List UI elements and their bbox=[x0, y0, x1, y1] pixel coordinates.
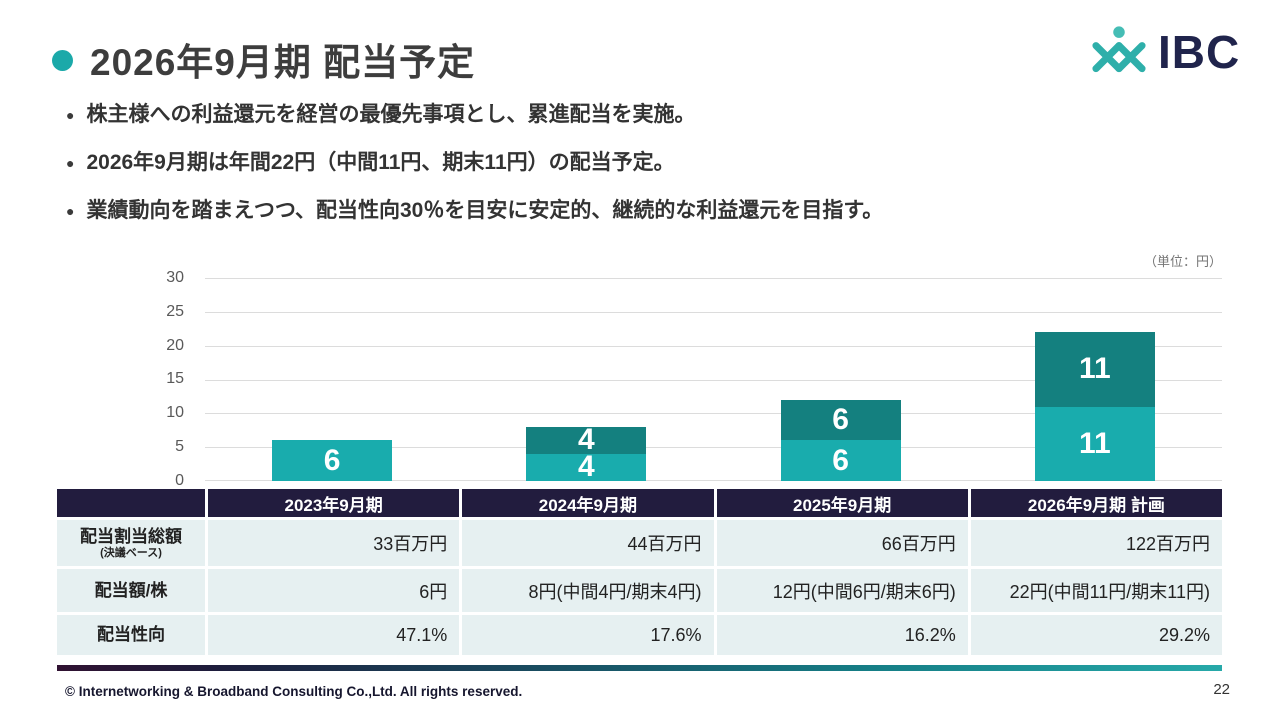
table-header-cell bbox=[57, 489, 205, 517]
gridline bbox=[205, 311, 1222, 313]
table-header-cell: 2026年9月期 計画 bbox=[970, 489, 1222, 517]
bar-value-label: 6 bbox=[832, 443, 849, 477]
table-row-label: 配当割当総額 (決議ベース) bbox=[57, 520, 205, 566]
bullet-icon: ● bbox=[66, 107, 75, 123]
table-cell: 12円(中間6円/期末6円) bbox=[716, 569, 968, 612]
table-cell: 44百万円 bbox=[462, 520, 714, 566]
table-cell: 122百万円 bbox=[970, 520, 1222, 566]
y-tick-label: 25 bbox=[166, 303, 184, 320]
chart-column-2026: 11 11 bbox=[968, 278, 1222, 481]
y-tick-label: 30 bbox=[166, 269, 184, 286]
gridline bbox=[205, 345, 1222, 347]
y-tick-label: 20 bbox=[166, 337, 184, 354]
bar-2024: 4 4 bbox=[526, 423, 647, 484]
bar-value-label: 11 bbox=[1079, 426, 1111, 460]
bar-segment-yearend: 11 bbox=[1034, 332, 1155, 407]
copyright-text: © Internetworking & Broadband Consulting… bbox=[65, 684, 523, 699]
gridline bbox=[205, 278, 1222, 279]
gridline bbox=[205, 480, 1222, 481]
chart-column-2023: 6 0 bbox=[205, 278, 459, 481]
row-label-text: 配当額/株 bbox=[94, 580, 168, 600]
chart-y-axis: 30 25 20 15 10 5 0 bbox=[148, 269, 194, 489]
table-cell: 29.2% bbox=[970, 615, 1222, 655]
chart-unit-label: （単位：円） bbox=[1143, 254, 1222, 269]
page-title: 2026年9月期 配当予定 bbox=[90, 42, 476, 83]
bullet-item: ● 業績動向を踏まえつつ、配当性向30％を目安に安定的、継続的な利益還元を目指す… bbox=[66, 197, 883, 225]
gridline bbox=[205, 413, 1222, 415]
table-cell: 33百万円 bbox=[208, 520, 460, 566]
table-row-label: 配当性向 bbox=[57, 615, 205, 655]
bullet-text: 2026年9月期は年間22円（中間11円、期末11円）の配当予定。 bbox=[86, 151, 675, 174]
bar-segment-interim: 6 bbox=[780, 440, 901, 481]
bar-segment-interim: 6 bbox=[272, 440, 393, 481]
chart-column-2024: 4 4 bbox=[459, 278, 713, 484]
table-header-cell: 2025年9月期 bbox=[716, 489, 968, 517]
bar-2026: 11 11 bbox=[1034, 332, 1155, 481]
bar-2023: 6 0 bbox=[272, 440, 393, 481]
bar-segment-yearend: 4 bbox=[526, 423, 647, 457]
y-tick-label: 5 bbox=[175, 438, 184, 455]
bar-segment-interim: 11 bbox=[1034, 406, 1155, 481]
chart-column-2025: 6 6 bbox=[714, 278, 968, 481]
bar-2025: 6 6 bbox=[780, 399, 901, 481]
gridline bbox=[205, 447, 1222, 449]
table-cell: 17.6% bbox=[462, 615, 714, 655]
bar-value-label: 11 bbox=[1079, 352, 1111, 386]
bullet-list: ● 株主様への利益還元を経営の最優先事項とし、累進配当を実施。 ● 2026年9… bbox=[66, 101, 883, 245]
table-cell: 6円 bbox=[208, 569, 460, 612]
title-bullet-dot bbox=[52, 50, 73, 71]
table-header-cell: 2024年9月期 bbox=[462, 489, 714, 517]
company-logo: IBC bbox=[1086, 20, 1240, 84]
bar-value-label: 6 bbox=[832, 403, 849, 437]
bullet-item: ● 株主様への利益還元を経営の最優先事項とし、累進配当を実施。 bbox=[66, 101, 883, 129]
table-cell: 16.2% bbox=[716, 615, 968, 655]
y-tick-label: 0 bbox=[175, 472, 184, 489]
bullet-text: 株主様への利益還元を経営の最優先事項とし、累進配当を実施。 bbox=[86, 103, 696, 126]
logo-text: IBC bbox=[1158, 26, 1241, 78]
row-label-text: 配当性向 bbox=[97, 625, 165, 645]
gridline bbox=[205, 379, 1222, 381]
chart-plot: 6 0 4 4 6 6 11 11 bbox=[205, 278, 1222, 484]
bar-value-label: 6 bbox=[323, 443, 341, 477]
bar-value-label: 4 bbox=[578, 423, 595, 457]
y-tick-label: 10 bbox=[166, 404, 184, 421]
chart-columns: 6 0 4 4 6 6 11 11 bbox=[205, 278, 1222, 484]
table-cell: 47.1% bbox=[208, 615, 460, 655]
ibc-logo-icon bbox=[1092, 26, 1146, 73]
bar-segment-interim: 4 bbox=[526, 450, 647, 484]
bar-value-label: 4 bbox=[578, 450, 595, 484]
bullet-text: 業績動向を踏まえつつ、配当性向30％を目安に安定的、継続的な利益還元を目指す。 bbox=[86, 199, 884, 222]
table-row-label: 配当額/株 bbox=[57, 569, 205, 612]
bullet-item: ● 2026年9月期は年間22円（中間11円、期末11円）の配当予定。 bbox=[66, 149, 883, 177]
table-cell: 66百万円 bbox=[716, 520, 968, 566]
table-cell: 22円(中間11円/期末11円) bbox=[970, 569, 1222, 612]
footer-accent-bar bbox=[57, 665, 1222, 671]
bullet-icon: ● bbox=[66, 155, 75, 171]
row-sublabel-text: (決議ベース) bbox=[100, 546, 162, 559]
y-tick-label: 15 bbox=[166, 370, 184, 387]
row-label-text: 配当割当総額 bbox=[80, 527, 182, 547]
dividend-table: 2023年9月期 2024年9月期 2025年9月期 2026年9月期 計画 配… bbox=[57, 489, 1222, 655]
table-header-cell: 2023年9月期 bbox=[208, 489, 460, 517]
bullet-icon: ● bbox=[66, 203, 75, 219]
bar-segment-yearend: 6 bbox=[780, 399, 901, 441]
page-number: 22 bbox=[1213, 681, 1230, 698]
table-cell: 8円(中間4円/期末4円) bbox=[462, 569, 714, 612]
